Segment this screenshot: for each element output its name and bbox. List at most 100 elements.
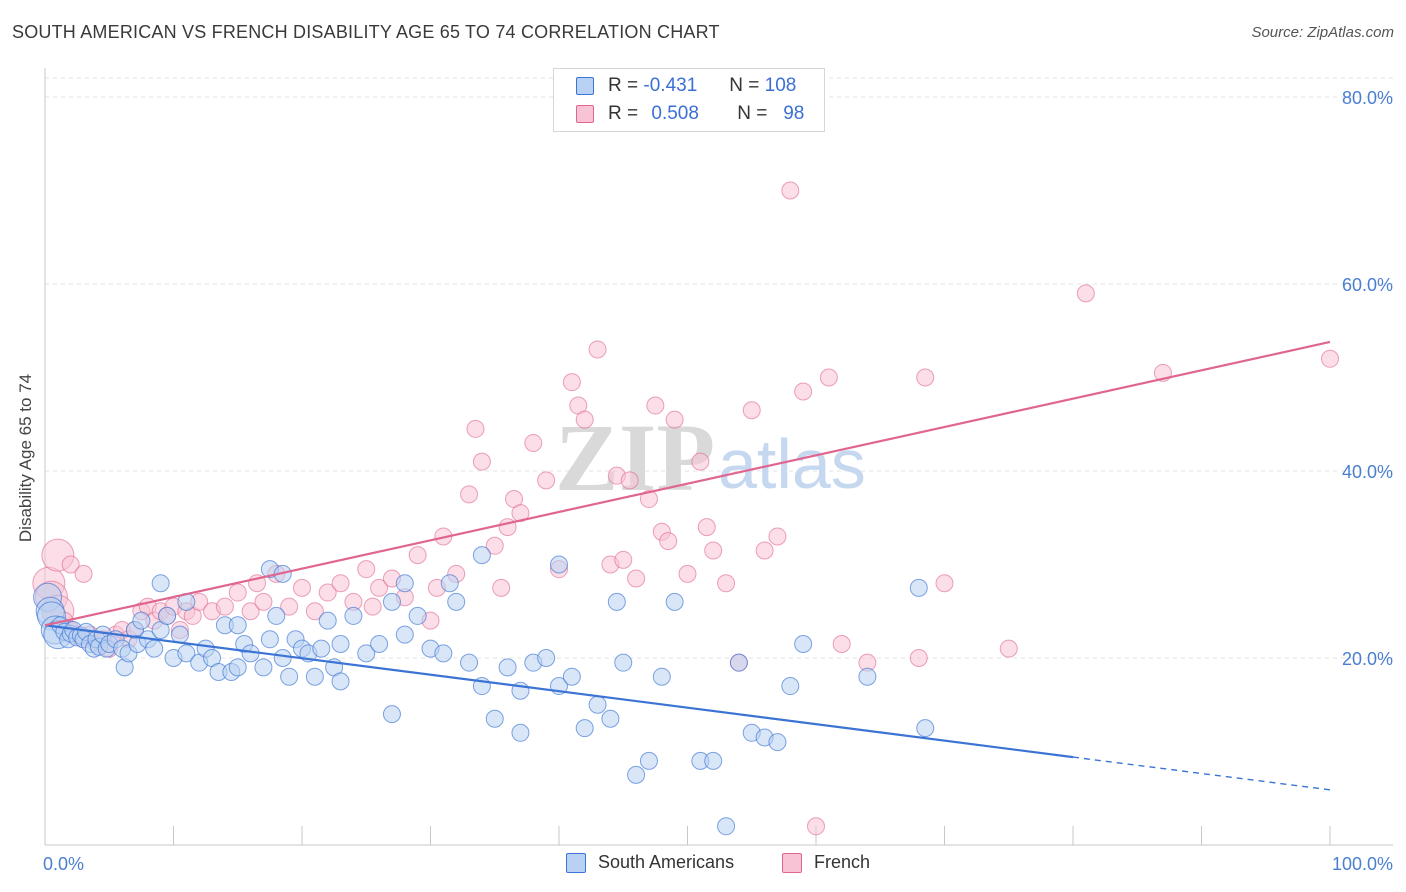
legend-n-value: 108 (764, 75, 797, 96)
french-point (254, 592, 273, 611)
south-american-point (158, 606, 177, 625)
watermark: ZIP atlas (555, 404, 866, 511)
french-point (588, 340, 607, 359)
x-tick-label: 0.0% (43, 854, 84, 874)
south-american-point (440, 574, 459, 593)
legend-n-label: N = (737, 103, 768, 124)
french-point (492, 578, 511, 597)
french-point (627, 569, 646, 588)
south-american-point (145, 639, 164, 658)
south-american-point (228, 658, 247, 677)
south-american-point (382, 592, 401, 611)
french-point (562, 373, 581, 392)
south-american-point (537, 649, 556, 667)
french-point (832, 634, 851, 653)
south-american-point (588, 695, 607, 714)
french-point (646, 396, 665, 415)
legend: R = -0.431 N = 108 R = 0.508 N = 98 (553, 68, 825, 132)
french-point (357, 560, 376, 579)
french-point (614, 550, 633, 569)
south-american-point (562, 667, 581, 686)
legend-row-french: R = 0.508 N = 98 (576, 101, 804, 127)
french-point (575, 410, 594, 429)
south-american-point (370, 634, 389, 653)
south-american-point (280, 667, 299, 686)
south-american-point (447, 592, 466, 611)
south-american-point (305, 667, 324, 686)
french-point (305, 602, 324, 621)
south-american-point (357, 644, 376, 663)
south-american-point (652, 667, 671, 686)
french-point (755, 541, 774, 560)
south-american-point (472, 546, 491, 565)
french-point (215, 597, 234, 616)
south-american-point (794, 634, 813, 653)
trend-lines (44, 340, 1331, 791)
bottom-legend-label-south: South Americans (598, 852, 735, 872)
source-label: Source: ZipAtlas.com (1251, 24, 1394, 41)
south-american-point (729, 653, 748, 672)
french-point (781, 181, 800, 200)
south-american-point (717, 817, 736, 836)
french-point (1076, 284, 1095, 303)
french-point (280, 597, 299, 616)
south-american-point (614, 653, 633, 672)
south-american-point (395, 574, 414, 593)
south-american-point (601, 709, 620, 728)
french-point (318, 583, 337, 602)
french-point (363, 597, 382, 616)
south-american-point (318, 611, 337, 630)
legend-row-south: R = -0.431 N = 108 (576, 73, 796, 99)
south-american-point (704, 751, 723, 770)
chart-title: SOUTH AMERICAN VS FRENCH DISABILITY AGE … (12, 22, 720, 42)
south-american-point (267, 606, 286, 625)
south-american-point (858, 667, 877, 686)
south-american-trend-extension (1072, 756, 1331, 791)
french-point (768, 527, 787, 546)
bottom-legend-swatch-french (782, 852, 802, 873)
french-point (794, 382, 813, 401)
french-point (691, 452, 710, 471)
south-american-point (916, 719, 935, 738)
south-american-point (132, 611, 151, 630)
french-trend-line (44, 340, 1331, 627)
south-american-point (273, 649, 292, 667)
south-american-point (151, 574, 170, 593)
south-american-point (331, 672, 350, 691)
tick-labels: 20.0% 40.0% 60.0% 80.0% 0.0% 100.0% (43, 88, 1393, 874)
legend-n-label: N = (729, 75, 760, 96)
grid-lines (45, 77, 1393, 659)
legend-swatch-french (576, 105, 594, 123)
french-point (537, 471, 556, 490)
legend-r-label: R = (608, 75, 639, 96)
french-point (61, 555, 80, 574)
legend-r-label: R = (608, 103, 639, 124)
bottom-legend-south: South Americans (566, 852, 734, 873)
french-point (472, 452, 491, 471)
south-american-point (639, 751, 658, 770)
axes (44, 68, 1393, 846)
french-point (1321, 349, 1339, 368)
legend-r-value: -0.431 (643, 75, 698, 96)
south-american-point (498, 658, 517, 677)
french-point (74, 564, 93, 583)
bottom-legend-swatch-south (566, 852, 586, 873)
south-american-points (33, 546, 935, 836)
bottom-legend-label-french: French (814, 852, 871, 872)
french-point (742, 401, 761, 420)
french-point (485, 536, 504, 555)
french-point (639, 490, 658, 509)
bottom-legend-french: French (782, 852, 870, 873)
y-tick-label: 20.0% (1342, 649, 1393, 669)
south-american-point (312, 639, 331, 658)
south-american-point (344, 606, 363, 625)
south-american-point (177, 644, 196, 663)
watermark-atlas: atlas (718, 425, 866, 503)
south-american-point (575, 719, 594, 738)
south-american-point (909, 578, 928, 597)
french-point (408, 546, 427, 565)
south-american-point (408, 606, 427, 625)
french-point (228, 583, 247, 602)
french-point (466, 419, 485, 438)
